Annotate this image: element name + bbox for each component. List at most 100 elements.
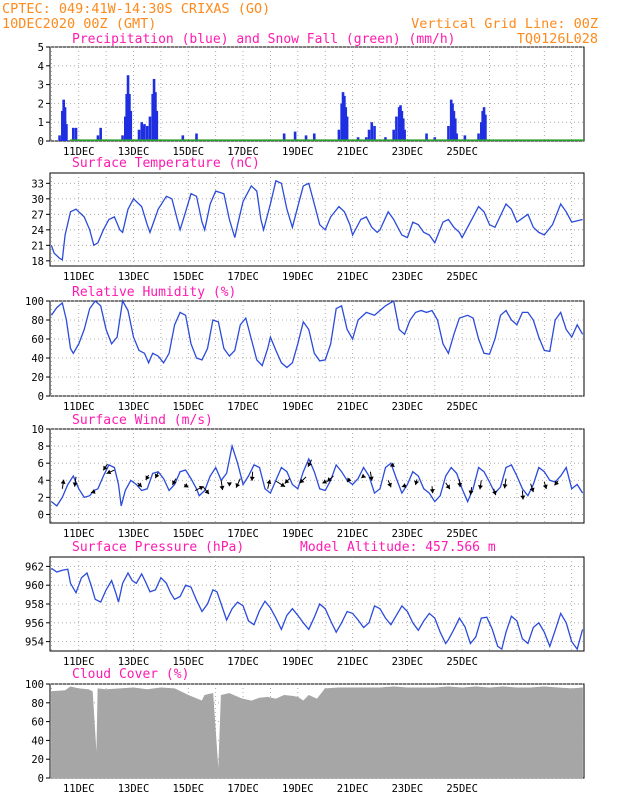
cloud-ytick-label: 80: [31, 698, 44, 710]
precip-bar: [356, 137, 360, 141]
press-xtick-label: 19DEC: [282, 656, 314, 668]
wind-arrow-head: [529, 487, 535, 493]
temp-xtick-label: 13DEC: [118, 271, 150, 283]
precip-bar: [124, 116, 127, 141]
temp-panel: 18 21 24 27 30 33 11DEC 13DEC 15DEC 17DEC 19DEC 21D…: [31, 172, 585, 283]
precip-xtick-label: 19DEC: [282, 146, 314, 158]
press-ytick-label: 954: [25, 637, 44, 649]
rh-xtick-label: 11DEC: [63, 401, 95, 413]
precip-bar: [400, 110, 404, 141]
wind-arrow-head: [227, 482, 232, 487]
press-ytick-label: 962: [25, 561, 44, 573]
rh-xtick-label: 13DEC: [118, 401, 150, 413]
wind-xtick-label: 25DEC: [446, 528, 478, 540]
precip-bar: [397, 107, 401, 141]
wind-arrow-head: [520, 495, 526, 500]
precip-bar: [99, 127, 102, 141]
precip-ytick-label: 3: [38, 80, 44, 92]
precip-bar: [129, 110, 133, 141]
precip-bar: [367, 129, 371, 141]
wind-arrow-head: [361, 473, 366, 479]
precip-bar: [384, 137, 387, 141]
temp-ytick-label: 30: [31, 194, 44, 206]
wind-arrow-head: [457, 482, 463, 488]
rh-xtick-label: 25DEC: [446, 401, 478, 413]
wind-ytick-label: 4: [38, 475, 44, 487]
precip-ytick-label: 2: [38, 98, 44, 110]
precip-bar: [141, 125, 145, 141]
wind-arrow-head: [390, 462, 395, 468]
wind-xtick-label: 17DEC: [227, 528, 259, 540]
wind-arrow-head: [478, 485, 483, 490]
precip-bar: [126, 75, 130, 141]
cloud-title: Cloud Cover (%): [72, 667, 189, 682]
precip-bar: [137, 129, 141, 141]
precip-bar: [463, 135, 467, 141]
rh-frame: [49, 300, 585, 397]
precip-xtick-label: 17DEC: [227, 146, 259, 158]
pressure-altitude-note: Model Altitude: 457.566 m: [300, 540, 496, 555]
precip-bar: [143, 124, 146, 141]
wind-arrow-head: [137, 482, 142, 488]
temp-xtick-label: 23DEC: [392, 271, 424, 283]
wind-xtick-label: 19DEC: [282, 528, 314, 540]
precip-ytick-label: 0: [38, 136, 44, 148]
wind-arrow-head: [307, 462, 313, 467]
precip-bar: [71, 127, 75, 141]
wind-arrow-head: [219, 485, 225, 491]
wind-arrow-head: [542, 484, 548, 489]
cloud-xtick-label: 11DEC: [63, 783, 95, 795]
cloud-ytick-label: 100: [25, 679, 44, 691]
press-xtick-label: 17DEC: [227, 656, 259, 668]
header-model-code: TQ0126L028: [517, 31, 598, 47]
rh-ytick-label: 40: [31, 353, 44, 365]
pressure-title: Surface Pressure (hPa): [72, 540, 244, 555]
wind-arrow-head: [554, 480, 559, 486]
wind-xtick-label: 15DEC: [172, 528, 204, 540]
cloud-xtick-label: 17DEC: [227, 783, 259, 795]
precip-xtick-label: 23DEC: [392, 146, 424, 158]
temp-series-line: [50, 179, 583, 261]
wind-xtick-label: 13DEC: [118, 528, 150, 540]
precip-ytick-label: 5: [38, 42, 44, 54]
wind-arrow-head: [429, 489, 435, 494]
precip-bar: [96, 135, 100, 141]
precip-bar: [433, 137, 437, 141]
precip-bar: [340, 103, 343, 141]
precip-bar: [304, 135, 308, 141]
precip-bar: [140, 122, 144, 141]
wind-title: Surface Wind (m/s): [72, 413, 213, 428]
press-xtick-label: 11DEC: [63, 656, 95, 668]
press-ytick-label: 958: [25, 599, 44, 611]
precip-bar: [58, 135, 61, 141]
press-xtick-label: 23DEC: [392, 656, 424, 668]
wind-arrow-head: [492, 490, 497, 496]
rh-ytick-label: 0: [38, 391, 44, 403]
wind-arrow-head: [266, 479, 272, 485]
rh-xtick-label: 15DEC: [172, 401, 204, 413]
header-grid-note: Vertical Grid Line: 00Z: [411, 16, 598, 32]
precip-bar: [145, 125, 149, 141]
temp-ytick-label: 18: [31, 256, 44, 268]
temp-title: Surface Temperature (nC): [72, 156, 260, 171]
precip-bar: [482, 107, 486, 141]
wind-frame: [49, 428, 585, 524]
precip-bar: [345, 116, 349, 141]
cloud-xtick-label: 15DEC: [172, 783, 204, 795]
wind-ytick-label: 8: [38, 441, 44, 453]
wind-arrow-head: [106, 469, 112, 475]
wind-arrow-head: [145, 475, 150, 481]
cloud-xtick-label: 13DEC: [118, 783, 150, 795]
cloud-panel: 0 20 40 60 80 100 11DEC 13DEC 15DEC 17DEC 19DEC 21D…: [25, 679, 585, 795]
wind-arrow-head: [60, 479, 66, 485]
precip-bar: [181, 135, 185, 141]
chart-panels: 0 1 2 3 4 5 11DEC 13DEC 15DEC 17DEC 19DEC 21DEC 23DE…: [25, 42, 585, 795]
temp-ytick-label: 24: [31, 225, 44, 237]
rh-series-line: [50, 299, 584, 369]
cloud-ytick-label: 0: [38, 773, 44, 785]
wind-arrow-head: [327, 477, 332, 482]
press-xtick-label: 15DEC: [172, 656, 204, 668]
precip-bar: [452, 110, 456, 141]
precip-ytick-label: 4: [38, 61, 44, 73]
precip-xtick-label: 21DEC: [337, 146, 369, 158]
